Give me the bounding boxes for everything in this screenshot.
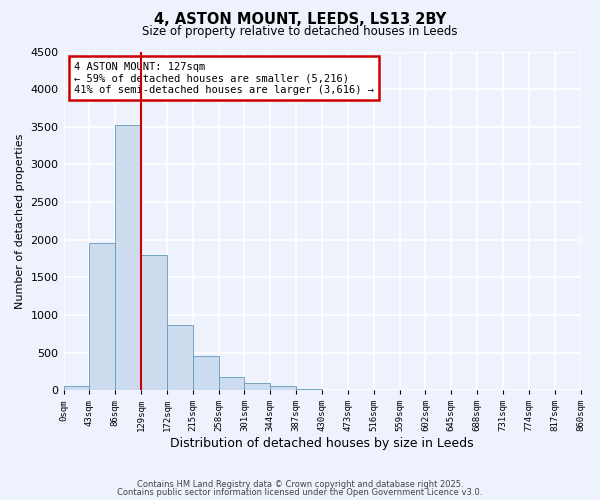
Text: 4, ASTON MOUNT, LEEDS, LS13 2BY: 4, ASTON MOUNT, LEEDS, LS13 2BY: [154, 12, 446, 28]
Bar: [64, 386, 89, 390]
Text: Contains public sector information licensed under the Open Government Licence v3: Contains public sector information licen…: [118, 488, 482, 497]
Y-axis label: Number of detached properties: Number of detached properties: [15, 133, 25, 308]
Text: 4 ASTON MOUNT: 127sqm
← 59% of detached houses are smaller (5,216)
41% of semi-d: 4 ASTON MOUNT: 127sqm ← 59% of detached …: [74, 62, 374, 95]
Bar: [244, 384, 271, 390]
Bar: [115, 126, 141, 390]
X-axis label: Distribution of detached houses by size in Leeds: Distribution of detached houses by size …: [170, 437, 474, 450]
Bar: [167, 326, 193, 390]
Bar: [218, 377, 244, 390]
Text: Size of property relative to detached houses in Leeds: Size of property relative to detached ho…: [142, 25, 458, 38]
Bar: [271, 386, 296, 390]
Bar: [296, 388, 322, 390]
Bar: [89, 244, 115, 390]
Text: Contains HM Land Registry data © Crown copyright and database right 2025.: Contains HM Land Registry data © Crown c…: [137, 480, 463, 489]
Bar: [193, 356, 218, 390]
Bar: [141, 254, 167, 390]
